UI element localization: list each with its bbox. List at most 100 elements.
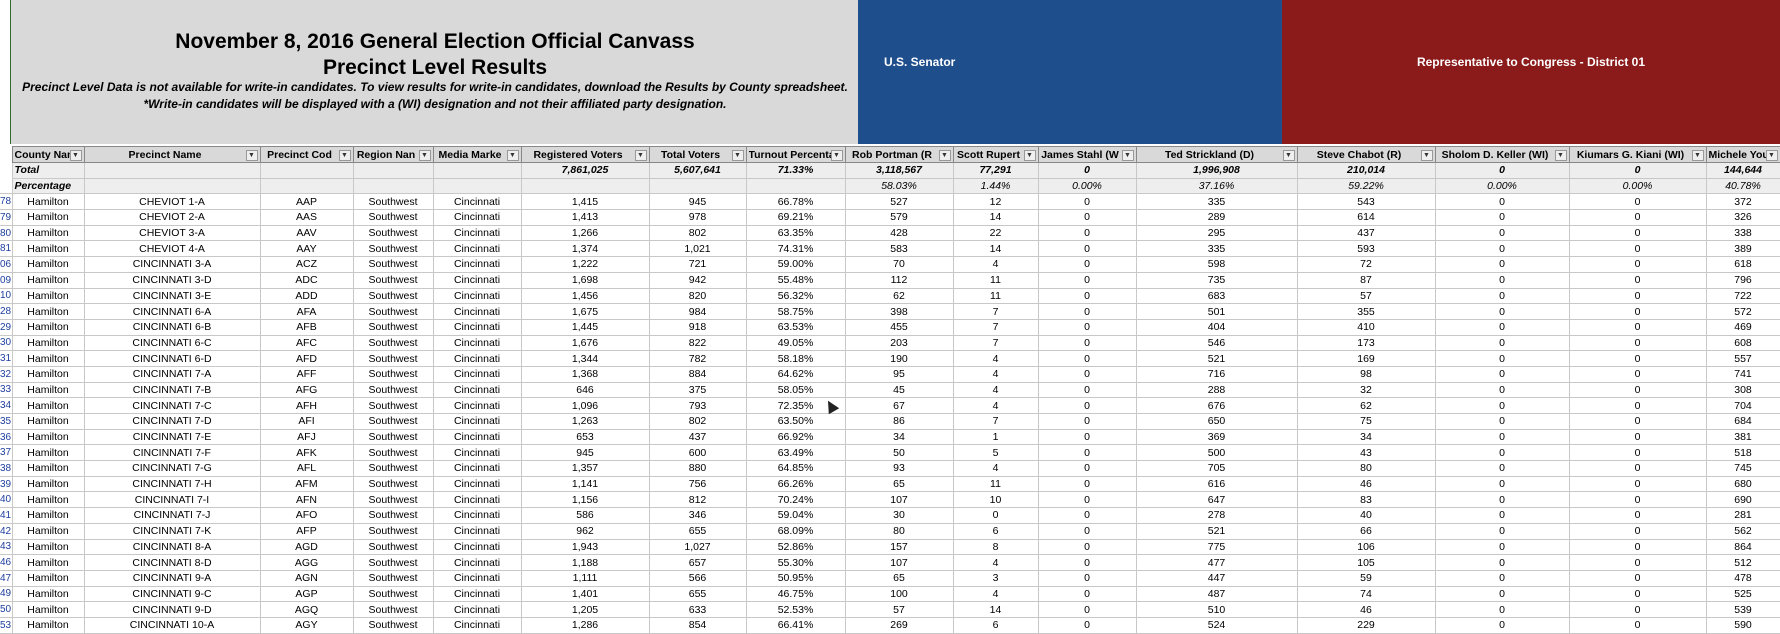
table-cell[interactable]: 11 (952, 287, 1039, 305)
table-cell[interactable]: 1,401 (520, 585, 650, 603)
table-cell[interactable]: 77,291 (952, 162, 1039, 179)
table-cell[interactable]: Hamilton (11, 209, 85, 226)
table-cell[interactable]: 0 (1037, 507, 1137, 524)
column-header[interactable]: Steve Chabot (R) ▼ (1296, 146, 1436, 163)
table-cell[interactable]: 1,141 (520, 475, 650, 493)
table-cell[interactable]: 0 (1434, 287, 1570, 305)
table-cell[interactable]: 586 (520, 507, 650, 524)
table-cell[interactable]: 0 (1037, 271, 1137, 289)
table-cell[interactable] (259, 162, 354, 179)
table-cell[interactable]: Cincinnati (432, 428, 522, 446)
table-cell[interactable]: 1,222 (520, 256, 650, 273)
table-cell[interactable]: Southwest (352, 475, 434, 493)
table-cell[interactable]: 600 (648, 444, 747, 462)
table-cell[interactable]: 62 (844, 287, 954, 305)
table-cell[interactable]: Hamilton (11, 569, 85, 587)
row-number[interactable]: 30 (0, 334, 13, 352)
table-cell[interactable]: 527 (844, 193, 954, 211)
table-cell[interactable]: 618 (1705, 256, 1780, 273)
table-cell[interactable]: 0 (1568, 193, 1707, 211)
table-cell[interactable]: Cincinnati (432, 585, 522, 603)
table-cell[interactable]: 4 (952, 585, 1039, 603)
table-cell[interactable]: 4 (952, 397, 1039, 414)
table-cell[interactable]: 338 (1705, 224, 1780, 242)
table-cell[interactable]: 1,344 (520, 350, 650, 367)
column-header[interactable]: Scott Rupert ▼ (952, 146, 1039, 163)
table-cell[interactable]: 66.26% (745, 475, 846, 493)
table-cell[interactable]: 210,014 (1296, 162, 1436, 179)
table-cell[interactable]: 98 (1296, 365, 1436, 383)
table-cell[interactable]: Southwest (352, 491, 434, 509)
table-cell[interactable]: 0 (1568, 616, 1707, 634)
table-cell[interactable]: 684 (1705, 413, 1780, 430)
table-cell[interactable]: AFC (259, 334, 354, 352)
table-cell[interactable]: 335 (1135, 193, 1298, 211)
table-cell[interactable]: 0 (1568, 209, 1707, 226)
table-cell[interactable]: 820 (648, 287, 747, 305)
table-cell[interactable]: Southwest (352, 428, 434, 446)
table-cell[interactable]: Cincinnati (432, 193, 522, 211)
row-number[interactable]: 43 (0, 538, 13, 556)
table-cell[interactable]: 447 (1135, 569, 1298, 587)
table-cell[interactable]: 0 (1434, 491, 1570, 509)
table-cell[interactable]: 1,188 (520, 554, 650, 571)
table-cell[interactable]: Cincinnati (432, 601, 522, 618)
row-number[interactable]: 49 (0, 585, 13, 603)
table-cell[interactable]: Hamilton (11, 240, 85, 258)
table-cell[interactable]: ADC (259, 271, 354, 289)
table-cell[interactable]: 962 (520, 522, 650, 540)
table-cell[interactable]: Southwest (352, 224, 434, 242)
table-cell[interactable]: 0 (1434, 413, 1570, 430)
table-cell[interactable]: 0 (1037, 287, 1137, 305)
table-cell[interactable]: AFN (259, 491, 354, 509)
row-number[interactable]: 32 (0, 365, 13, 383)
filter-dropdown-icon[interactable]: ▼ (731, 150, 744, 161)
table-cell[interactable]: 0 (1037, 334, 1137, 352)
table-cell[interactable]: 0 (1037, 569, 1137, 587)
table-cell[interactable]: 793 (648, 397, 747, 414)
table-cell[interactable]: 0 (1568, 569, 1707, 587)
table-cell[interactable]: 590 (1705, 616, 1780, 634)
table-cell[interactable]: 0 (1434, 240, 1570, 258)
table-cell[interactable]: Hamilton (11, 287, 85, 305)
table-cell[interactable]: 721 (648, 256, 747, 273)
table-cell[interactable]: 169 (1296, 350, 1436, 367)
table-cell[interactable]: 0 (1037, 162, 1137, 179)
table-cell[interactable]: Southwest (352, 240, 434, 258)
column-header[interactable]: Precinct Cod ▼ (259, 146, 354, 163)
table-cell[interactable]: 404 (1135, 318, 1298, 336)
table-cell[interactable]: Hamilton (11, 428, 85, 446)
table-cell[interactable]: 680 (1705, 475, 1780, 493)
table-cell[interactable]: 66.78% (745, 193, 846, 211)
row-number[interactable]: 42 (0, 522, 13, 540)
column-header[interactable]: Region Nan ▼ (352, 146, 434, 163)
table-cell[interactable]: 64.85% (745, 460, 846, 477)
column-header[interactable]: Media Marke ▼ (432, 146, 522, 163)
column-header[interactable]: Total Voters ▼ (648, 146, 747, 163)
table-cell[interactable]: 0 (1568, 522, 1707, 540)
table-cell[interactable]: 593 (1296, 240, 1436, 258)
table-cell[interactable]: Cincinnati (432, 475, 522, 493)
table-cell[interactable]: 1,374 (520, 240, 650, 258)
table-cell[interactable]: 72.35% (745, 397, 846, 414)
table-cell[interactable]: Hamilton (11, 365, 85, 383)
table-cell[interactable]: Hamilton (11, 224, 85, 242)
table-cell[interactable]: 0 (1434, 209, 1570, 226)
table-cell[interactable]: 646 (520, 381, 650, 399)
table-cell[interactable]: 4 (952, 365, 1039, 383)
column-header[interactable]: Ted Strickland (D) ▼ (1135, 146, 1298, 163)
table-cell[interactable]: 80 (1296, 460, 1436, 477)
filter-dropdown-icon[interactable]: ▼ (69, 150, 82, 161)
table-cell[interactable]: AFK (259, 444, 354, 462)
table-cell[interactable]: Cincinnati (432, 444, 522, 462)
table-cell[interactable]: 918 (648, 318, 747, 336)
table-cell[interactable]: 5,607,641 (648, 162, 747, 179)
table-cell[interactable]: Hamilton (11, 522, 85, 540)
table-cell[interactable]: 4 (952, 350, 1039, 367)
table-cell[interactable]: 1,205 (520, 601, 650, 618)
table-cell[interactable]: 63.35% (745, 224, 846, 242)
row-number[interactable]: 06 (0, 256, 13, 273)
table-cell[interactable]: 69.21% (745, 209, 846, 226)
column-header[interactable]: Turnout Percenta ▼ (745, 146, 846, 163)
table-cell[interactable]: Hamilton (11, 318, 85, 336)
